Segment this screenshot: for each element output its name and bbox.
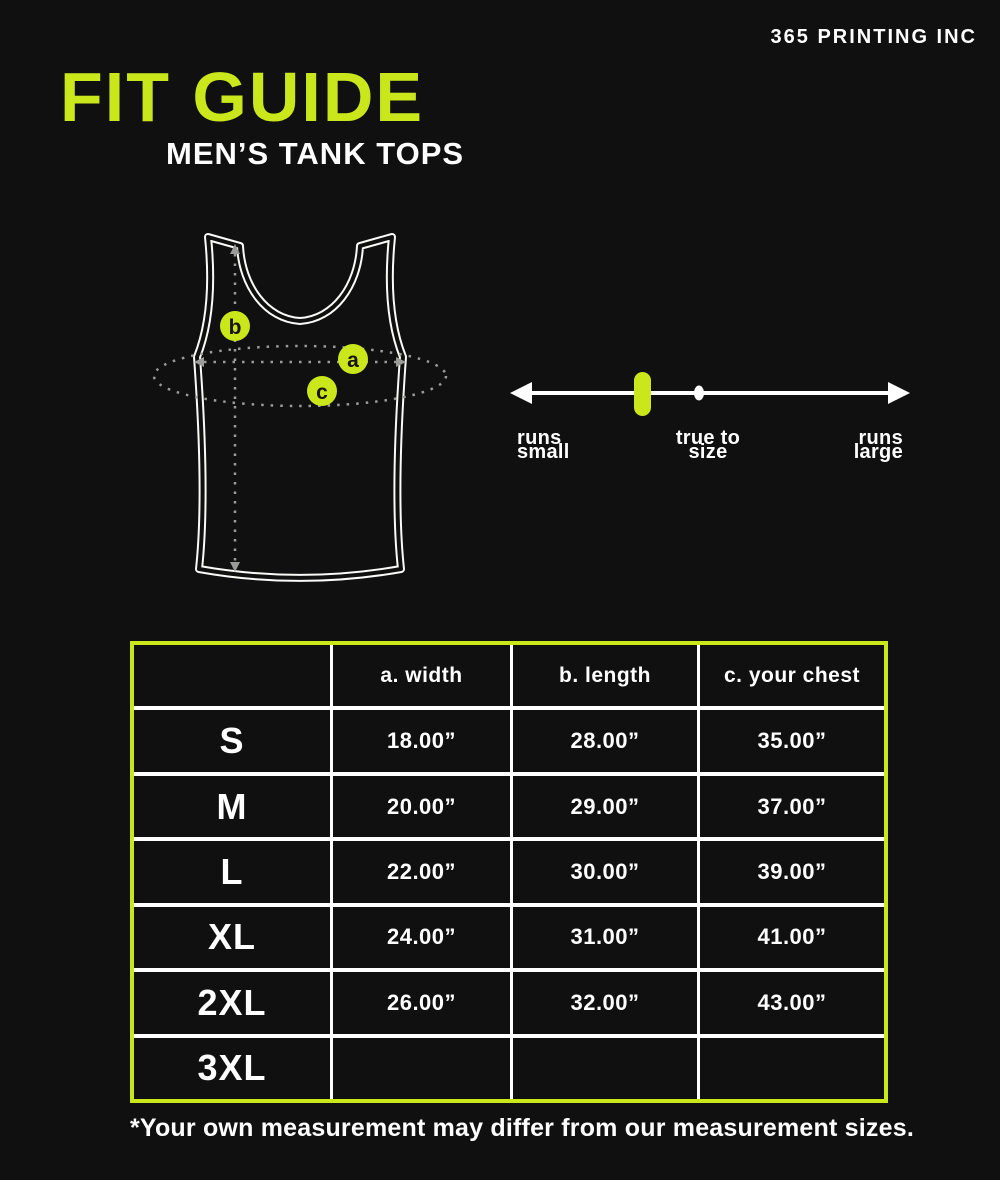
tank-outline [193, 233, 407, 582]
width-cell-l: 22.00” [333, 841, 510, 903]
scale-label-runs-small: runs small [517, 427, 570, 463]
table-header-length: b. length [513, 645, 697, 707]
marker-c-letter: c [316, 381, 328, 404]
table-header-width: a. width [333, 645, 510, 707]
width-cell-3xl [333, 1037, 510, 1099]
length-arrow [230, 244, 240, 572]
length-cell-m: 29.00” [513, 775, 697, 838]
width-cell-2xl: 26.00” [333, 972, 510, 1034]
tank-outline-inner [195, 235, 405, 580]
scale-label-line: true to [675, 427, 741, 449]
chest-cell-xl: 41.00” [700, 906, 884, 969]
size-table: a. width b. length c. your chest S 18.00… [130, 641, 888, 1103]
marker-c: c [307, 376, 337, 406]
scale-center-dot [694, 385, 704, 401]
scale-indicator-pill [634, 372, 651, 416]
tank-top-diagram: b a c [152, 233, 448, 582]
marker-a: a [338, 344, 368, 374]
fit-scale [510, 372, 910, 416]
size-cell-s: S [134, 710, 330, 772]
chest-cell-2xl: 43.00” [700, 972, 884, 1034]
scale-label-line: runs [858, 427, 903, 449]
size-cell-3xl: 3XL [134, 1037, 330, 1099]
scale-label-line: size [688, 441, 728, 463]
scale-arrow-line [510, 382, 910, 404]
brand-text: 365 PRINTING INC [770, 26, 977, 48]
size-cell-l: L [134, 841, 330, 903]
length-cell-2xl: 32.00” [513, 972, 697, 1034]
width-arrow [194, 357, 406, 367]
chest-cell-s: 35.00” [700, 710, 884, 772]
width-cell-xl: 24.00” [333, 906, 510, 969]
chest-cell-l: 39.00” [700, 841, 884, 903]
length-cell-s: 28.00” [513, 710, 697, 772]
length-cell-xl: 31.00” [513, 906, 697, 969]
table-header-blank [134, 645, 330, 707]
scale-label-true-to-size: true to size [648, 427, 768, 463]
scale-label-line: small [517, 441, 570, 463]
footnote: *Your own measurement may differ from ou… [130, 1114, 914, 1142]
chest-cell-3xl [700, 1037, 884, 1099]
marker-b-letter: b [229, 316, 242, 339]
size-cell-m: M [134, 775, 330, 838]
page-title: FIT GUIDE [60, 58, 425, 136]
size-cell-2xl: 2XL [134, 972, 330, 1034]
page-subtitle: MEN’S TANK TOPS [166, 136, 465, 171]
width-cell-s: 18.00” [333, 710, 510, 772]
scale-label-runs-large: runs large [853, 427, 903, 463]
table-header-chest: c. your chest [700, 645, 884, 707]
size-cell-xl: XL [134, 906, 330, 969]
width-cell-m: 20.00” [333, 775, 510, 838]
length-cell-l: 30.00” [513, 841, 697, 903]
marker-a-letter: a [347, 349, 359, 372]
chest-ellipse [152, 344, 448, 408]
length-cell-3xl [513, 1037, 697, 1099]
chest-cell-m: 37.00” [700, 775, 884, 838]
scale-label-line: large [853, 441, 903, 463]
marker-b: b [220, 311, 250, 341]
scale-label-line: runs [517, 427, 562, 449]
